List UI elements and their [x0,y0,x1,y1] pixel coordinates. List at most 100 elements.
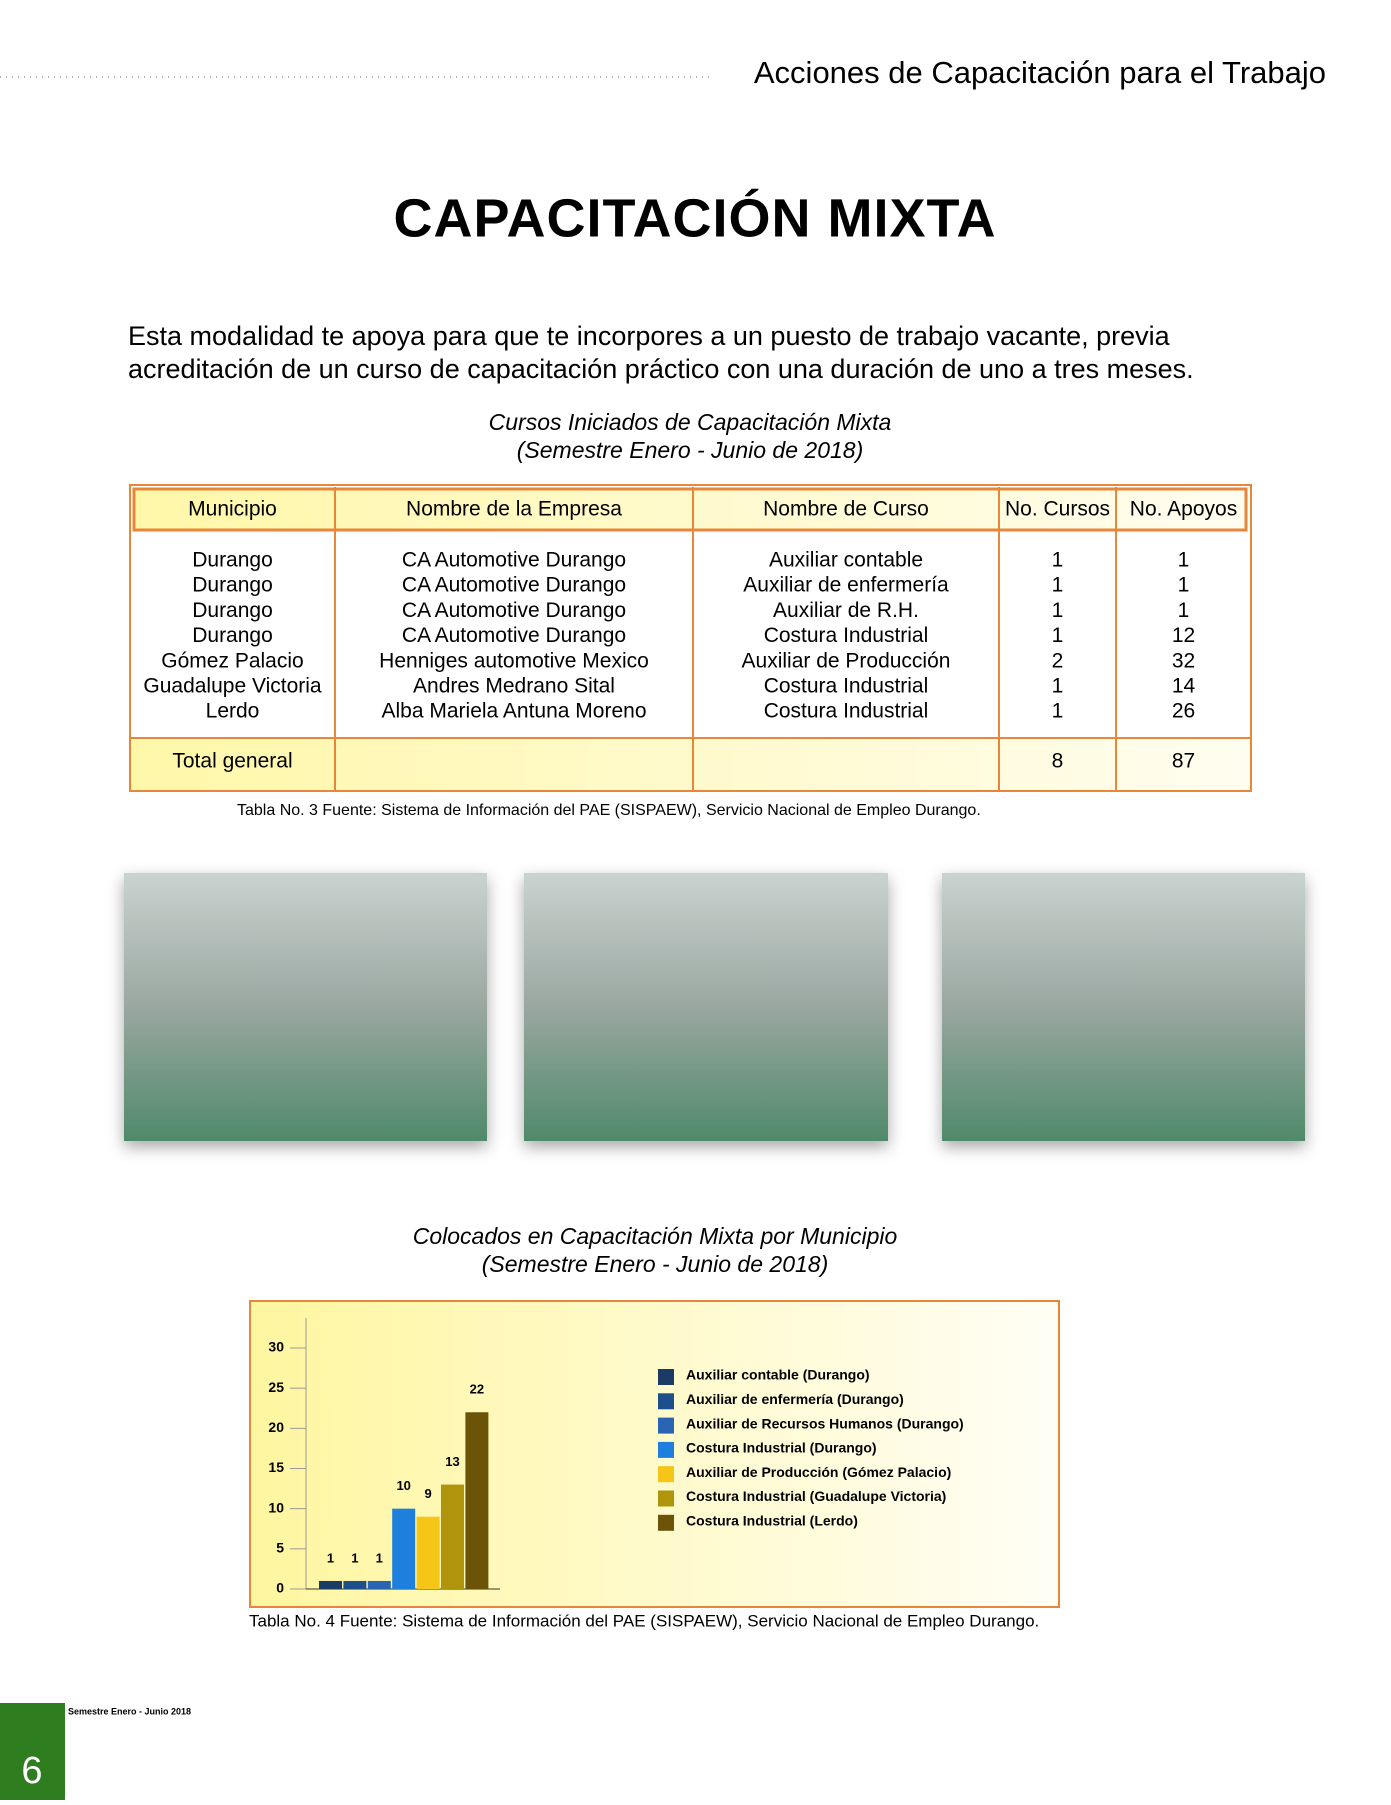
table-source: Tabla No. 3 Fuente: Sistema de Informaci… [237,802,981,819]
data-label: 1 [351,1550,358,1565]
y-tick-label: 0 [276,1580,284,1596]
table-cell: CA Automotive Durango [402,599,626,622]
header-title: Acciones de Capacitación para el Trabajo [754,55,1326,90]
legend-swatch [658,1369,674,1385]
header-cell: Nombre de Curso [763,498,929,521]
bar [416,1516,440,1589]
table-caption: Cursos Iniciados de Capacitación Mixta [489,409,892,435]
photos [124,873,1305,1141]
table-cell: 32 [1172,649,1195,672]
legend-label: Auxiliar de Producción (Gómez Palacio) [686,1464,951,1480]
table-cell: Costura Industrial [764,700,929,723]
table-cell: 1 [1052,574,1064,597]
table-cell: 14 [1172,675,1196,698]
table-cell: Durango [192,599,273,622]
bar [392,1508,416,1589]
table-cell: CA Automotive Durango [402,624,626,647]
table-cell: Costura Industrial [764,624,929,647]
table-cell: CA Automotive Durango [402,549,626,572]
intro: Esta modalidad te apoya para que te inco… [128,321,1171,351]
bar [319,1580,342,1589]
header-cell: No. Apoyos [1130,498,1237,521]
table-cell: Costura Industrial [764,675,929,698]
page-title: CAPACITACIÓN MIXTA [394,188,997,248]
photo [942,873,1305,1141]
header-cell: No. Cursos [1005,498,1110,521]
table-cell: Auxiliar contable [769,549,923,572]
legend-swatch [658,1466,674,1483]
table-cell: 1 [1178,549,1190,572]
table-cell: 1 [1052,675,1064,698]
chart-source: Tabla No. 4 Fuente: Sistema de Informaci… [249,1611,1039,1630]
y-tick-label: 10 [268,1499,284,1515]
table-cell: Durango [192,574,273,597]
data-label: 13 [445,1454,459,1469]
table-cell: 1 [1052,624,1064,647]
y-tick-label: 25 [268,1379,284,1395]
total-cell: 87 [1172,750,1195,773]
table-caption: (Semestre Enero - Junio de 2018) [517,437,863,463]
photo [124,873,487,1141]
legend-swatch [658,1393,674,1410]
table-cell: Andres Medrano Sital [413,675,615,698]
data-label: 10 [396,1478,410,1493]
chart-frame [249,1300,1060,1608]
chart-title: Colocados en Capacitación Mixta por Muni… [413,1223,898,1249]
legend-label: Auxiliar contable (Durango) [686,1367,870,1383]
table-cell: 1 [1052,599,1064,622]
y-tick-label: 15 [268,1459,284,1475]
table-cell: 1 [1052,700,1064,723]
legend-label: Costura Industrial (Durango) [686,1440,877,1456]
bar [441,1484,464,1589]
legend-swatch [658,1514,674,1531]
header-cell: Municipio [188,498,277,521]
table-cell: Durango [192,549,273,572]
table-cell: Lerdo [206,700,260,723]
table-cell: Alba Mariela Antuna Moreno [382,700,647,723]
table-cell: Auxiliar de Producción [742,649,951,672]
legend-label: Costura Industrial (Guadalupe Victoria) [686,1488,946,1504]
page-number-box [0,1703,65,1800]
table: Municipio Nombre de la Empresa Nombre de C… [129,484,1252,792]
legend-label: Auxiliar de Recursos Humanos (Durango) [686,1415,964,1431]
table-header-bg [132,487,1248,532]
table-cell: Guadalupe Victoria [143,675,322,698]
table-cell: Henniges automotive Mexico [379,649,649,672]
table-cell: CA Automotive Durango [402,574,626,597]
data-label: 22 [470,1382,484,1397]
table-cell: Gómez Palacio [161,649,303,672]
y-tick-label: 30 [268,1339,284,1355]
table-cell: Durango [192,624,273,647]
data-label: 9 [424,1486,431,1501]
data-label: 1 [376,1550,383,1565]
bar [367,1580,391,1589]
table-cell: 12 [1172,624,1195,647]
page-number: 6 [21,1750,42,1792]
bar [343,1580,367,1589]
legend-swatch [658,1490,674,1507]
chart-subtitle: (Semestre Enero - Junio de 2018) [482,1251,828,1277]
table-cell: 2 [1052,649,1064,672]
table-cell: 26 [1172,700,1195,723]
table-cell: 1 [1178,574,1190,597]
legend-label: Auxiliar de enfermería (Durango) [686,1391,904,1407]
data-label: 1 [327,1550,334,1565]
table-total-bg [129,737,1252,792]
legend-swatch [658,1441,674,1458]
table-cell: 1 [1178,599,1190,622]
intro: acreditación de un curso de capacitación… [128,354,1194,384]
header-cell: Nombre de la Empresa [406,498,622,521]
table-cell: Auxiliar de enfermería [743,574,949,597]
y-tick-label: 20 [268,1419,284,1435]
total-label: Total general [172,750,292,773]
y-tick-label: 5 [276,1540,284,1556]
total-cell: 8 [1052,750,1064,773]
table-cell: Auxiliar de R.H. [773,599,919,622]
edition: Semestre Enero - Junio 2018 [68,1706,191,1716]
table-cell: 1 [1052,549,1064,572]
legend-label: Costura Industrial (Lerdo) [686,1513,858,1529]
bar [465,1412,489,1589]
photo [524,873,888,1141]
